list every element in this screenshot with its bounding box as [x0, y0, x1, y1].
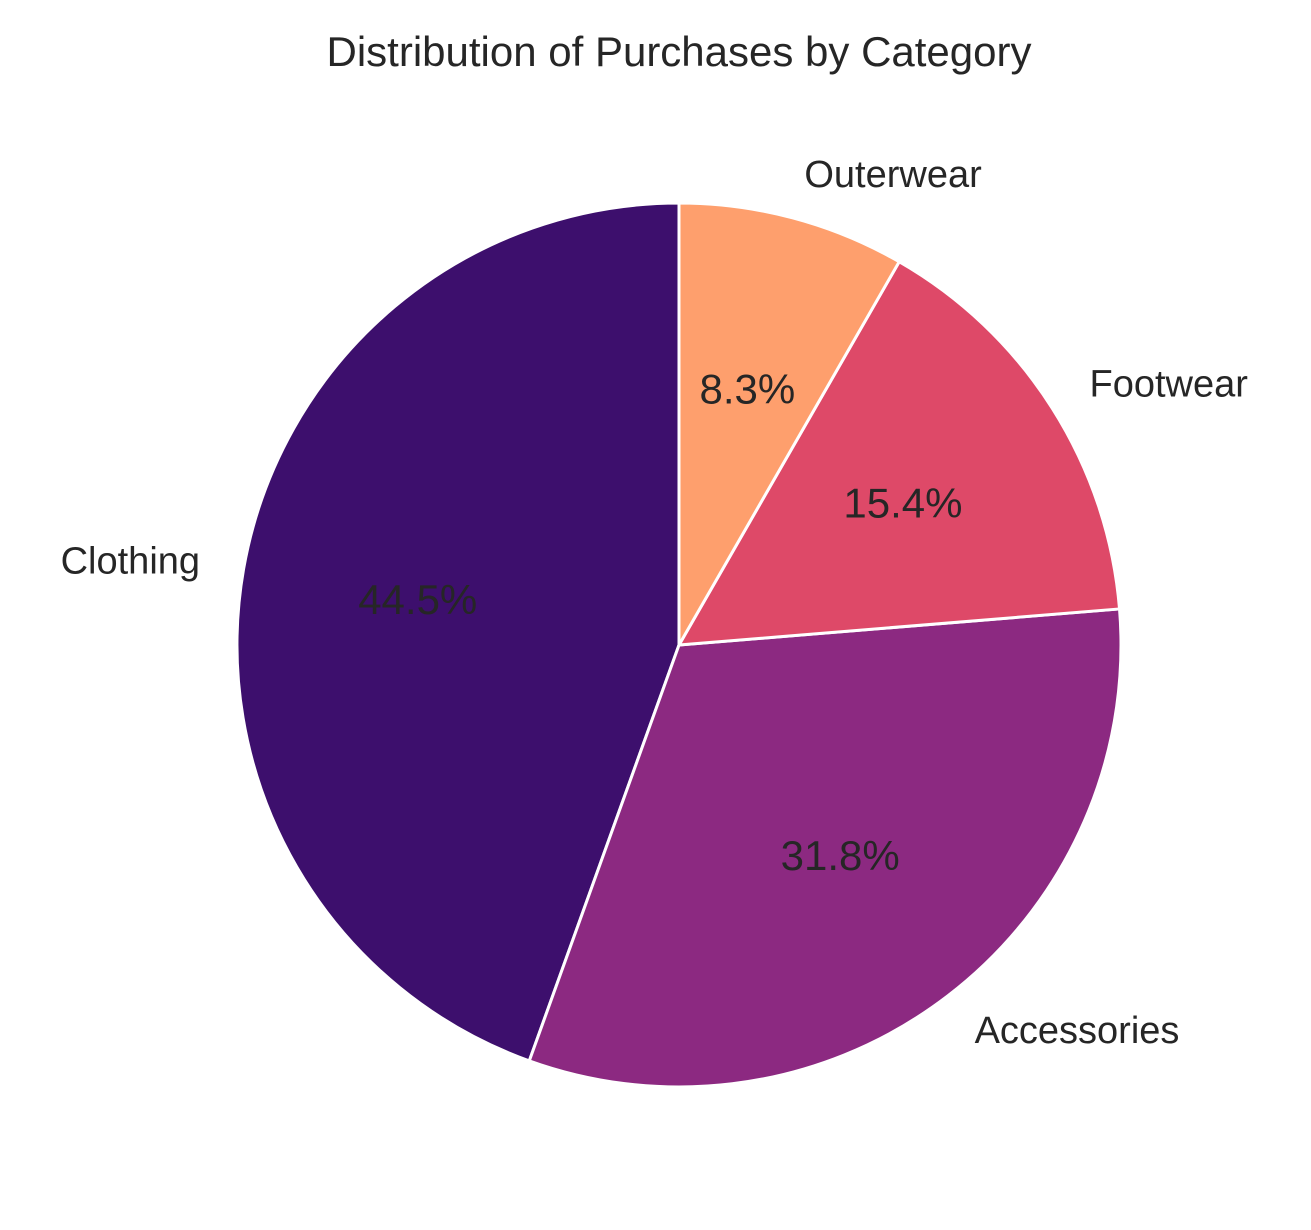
slice-footwear	[677, 260, 1122, 647]
percentage-labels: 44.5% 31.8% 15.4% 8.3%	[358, 365, 962, 879]
pie-slices	[235, 201, 1123, 1089]
category-label-accessories: Accessories	[975, 1010, 1180, 1052]
slice-clothing	[235, 201, 681, 1063]
slice-outerwear	[677, 201, 901, 647]
category-label-outerwear: Outerwear	[804, 154, 982, 196]
category-label-footwear: Footwear	[1090, 363, 1249, 405]
category-label-clothing: Clothing	[61, 540, 200, 582]
percent-label-clothing: 44.5%	[358, 576, 477, 623]
slice-accessories	[527, 607, 1123, 1089]
chart-title: Distribution of Purchases by Category	[327, 28, 1032, 75]
category-labels: Clothing Accessories Footwear Outerwear	[61, 154, 1249, 1052]
percent-label-footwear: 15.4%	[843, 479, 962, 526]
percent-label-outerwear: 8.3%	[700, 365, 796, 412]
percent-label-accessories: 31.8%	[781, 832, 900, 879]
